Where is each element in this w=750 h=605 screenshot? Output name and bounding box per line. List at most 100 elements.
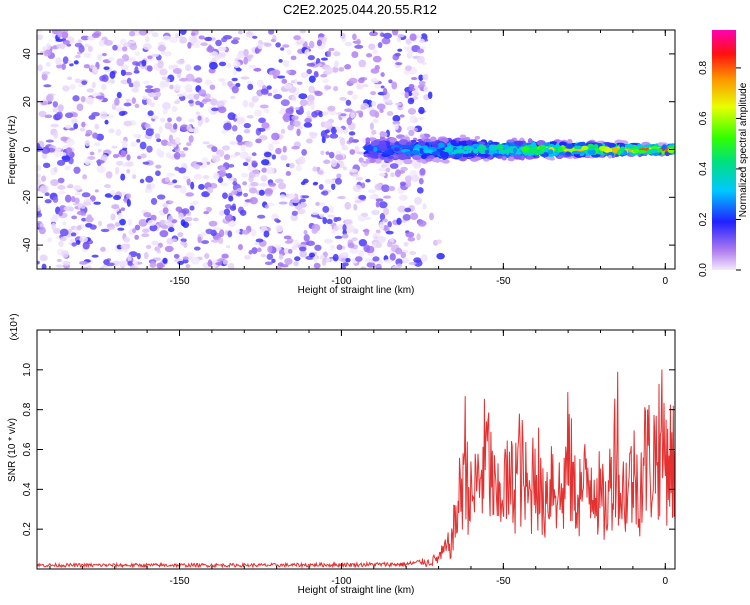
heatmap-cell <box>227 112 236 121</box>
heatmap-cell <box>274 224 284 233</box>
heatmap-cell <box>506 139 516 143</box>
heatmap-cell <box>174 166 180 171</box>
heatmap-cell <box>100 154 108 161</box>
heatmap-cell <box>335 154 344 161</box>
x-tick-label: -150 <box>169 576 189 587</box>
heatmap-cell <box>126 243 131 249</box>
heatmap-marks <box>37 30 675 269</box>
heatmap-cell <box>409 251 417 256</box>
y-tick-label: 20 <box>22 96 33 108</box>
heatmap-cell <box>128 30 136 37</box>
heatmap-cell <box>109 71 116 79</box>
heatmap-cell <box>344 41 353 47</box>
heatmap-cell <box>37 164 42 172</box>
heatmap-cell <box>37 205 41 212</box>
heatmap-cell <box>268 202 275 207</box>
heatmap-cell <box>160 80 170 88</box>
heatmap-cell <box>100 246 106 252</box>
heatmap-cell <box>466 147 475 151</box>
heatmap-cell <box>95 95 105 100</box>
heatmap-cell <box>566 143 574 149</box>
heatmap-cell <box>117 212 123 220</box>
heatmap-cell <box>164 245 174 253</box>
heatmap-cell <box>61 155 70 161</box>
heatmap-cell <box>144 88 154 93</box>
heatmap-cell <box>126 198 131 207</box>
heatmap-cell <box>223 122 232 131</box>
heatmap-cell <box>293 261 299 267</box>
heatmap-cell <box>369 109 378 117</box>
y-tick-label: 1.0 <box>22 362 33 376</box>
heatmap-cell <box>211 107 219 112</box>
heatmap-cell <box>218 46 227 52</box>
heatmap-cell <box>124 71 133 76</box>
heatmap-cell <box>344 108 353 113</box>
heatmap-cell <box>147 110 154 117</box>
heatmap-cell <box>637 149 647 154</box>
heatmap-cell <box>404 207 412 213</box>
heatmap-cell <box>172 179 178 184</box>
heatmap-cell <box>198 183 205 190</box>
heatmap-cell <box>98 39 105 47</box>
heatmap-cell <box>266 167 275 175</box>
heatmap-cell <box>45 139 54 143</box>
heatmap-cell <box>283 83 293 89</box>
heatmap-cell <box>81 121 86 128</box>
heatmap-cell <box>101 52 107 57</box>
heatmap-cell <box>263 151 272 158</box>
heatmap-cell <box>282 44 290 48</box>
heatmap-cell <box>126 154 131 161</box>
heatmap-cell <box>215 100 225 107</box>
heatmap-cell <box>371 141 376 147</box>
heatmap-cell <box>355 110 362 114</box>
heatmap-cell <box>361 212 369 218</box>
heatmap-cell <box>169 84 174 90</box>
heatmap-cell <box>246 156 253 160</box>
heatmap-cell <box>372 118 379 124</box>
heatmap-cell <box>104 39 113 46</box>
heatmap-cell <box>417 220 427 227</box>
heatmap-cell <box>229 205 237 211</box>
heatmap-cell <box>261 122 270 129</box>
heatmap-cell <box>419 134 425 138</box>
heatmap-cell <box>395 247 403 255</box>
heatmap-cell <box>150 183 156 190</box>
heatmap-cell <box>291 95 297 102</box>
heatmap-cell <box>399 181 406 187</box>
heatmap-cell <box>176 116 182 122</box>
heatmap-cell <box>71 215 78 220</box>
heatmap-cell <box>396 36 402 43</box>
heatmap-cell <box>367 252 376 257</box>
heatmap-cell <box>112 194 122 201</box>
heatmap-cell <box>241 229 250 235</box>
heatmap-cell <box>480 153 491 157</box>
heatmap-cell <box>512 147 518 153</box>
heatmap-cell <box>135 62 140 67</box>
heatmap-cell <box>329 205 335 214</box>
heatmap-cell <box>112 153 120 159</box>
heatmap-cell <box>237 30 243 35</box>
heatmap-cell <box>620 146 626 151</box>
heatmap-cell <box>547 149 554 155</box>
heatmap-cell <box>271 132 280 141</box>
heatmap-cell <box>392 115 401 122</box>
heatmap-cell <box>222 192 228 199</box>
heatmap-cell <box>115 166 120 175</box>
heatmap-cell <box>322 205 330 213</box>
heatmap-cell <box>63 206 73 212</box>
heatmap-cell <box>81 80 88 86</box>
heatmap-cell <box>383 150 393 155</box>
heatmap-cell <box>159 68 168 76</box>
y-tick-label: -20 <box>22 190 33 205</box>
heatmap-cell <box>114 97 120 106</box>
heatmap-cell <box>85 216 94 223</box>
heatmap-cell <box>427 91 433 99</box>
heatmap-cell <box>314 244 322 251</box>
heatmap-cell <box>192 200 200 205</box>
figure-title: C2E2.2025.044.20.55.R12 <box>283 2 437 17</box>
heatmap-cell <box>312 166 318 172</box>
heatmap-cell <box>156 245 161 253</box>
heatmap-cell <box>195 77 203 84</box>
heatmap-cell <box>37 247 41 251</box>
heatmap-cell <box>227 80 233 87</box>
